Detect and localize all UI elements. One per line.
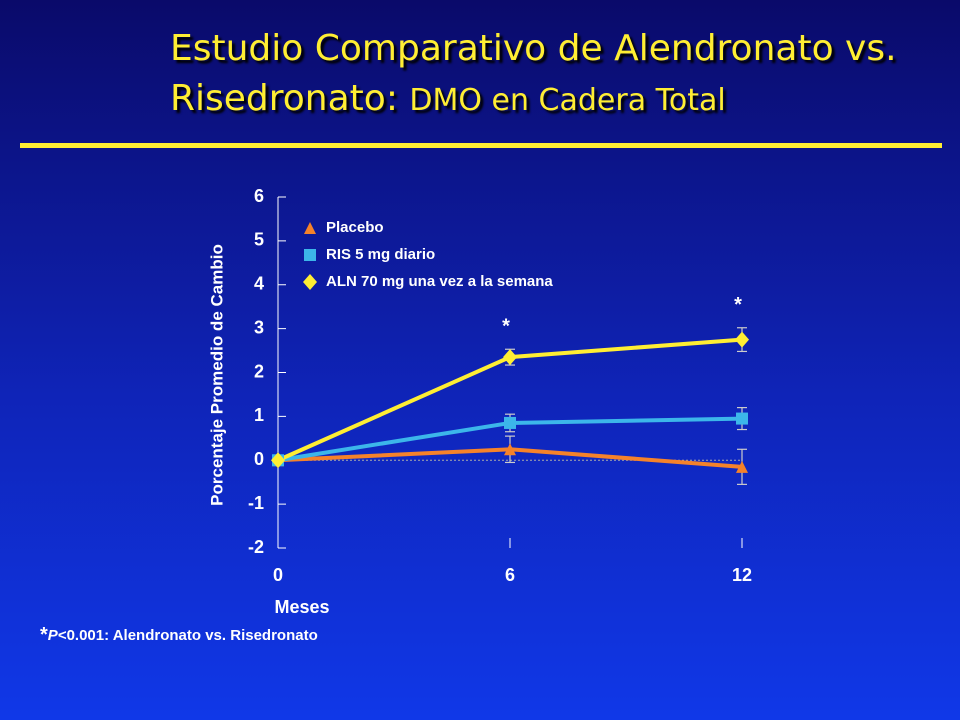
title-part: DMO en Cadera Total	[409, 83, 726, 118]
x-tick-label: 0	[273, 565, 283, 585]
annotation: *	[734, 294, 742, 316]
y-tick-label: 0	[254, 449, 264, 469]
y-tick-label: 4	[254, 274, 264, 294]
y-tick-label: -1	[248, 493, 264, 513]
point	[271, 452, 285, 469]
point	[736, 460, 748, 473]
legend-label: Placebo	[326, 219, 384, 236]
footnote-text: <0.001: Alendronato vs. Risedronato	[58, 627, 318, 644]
y-tick-label: 3	[254, 317, 264, 337]
annotation: *	[502, 316, 510, 338]
title-line: Estudio Comparativo de Alendronato vs.	[170, 28, 897, 69]
legend-label: ALN 70 mg una vez a la semana	[326, 273, 553, 290]
footnote: *P<0.001: Alendronato vs. Risedronato	[40, 624, 318, 646]
point	[504, 416, 516, 429]
title-line: Risedronato: DMO en Cadera Total	[170, 78, 726, 119]
y-tick-label: 2	[254, 361, 264, 381]
x-tick-label: 12	[732, 565, 752, 585]
footnote-marker: *	[40, 624, 48, 646]
y-axis-label: Porcentaje Promedio de Cambio	[207, 244, 226, 506]
y-tick-label: -2	[248, 537, 264, 557]
x-tick-label: 6	[505, 565, 515, 585]
y-tick-label: 1	[254, 405, 264, 425]
legend-label: RIS 5 mg diario	[326, 246, 435, 263]
point	[503, 349, 517, 366]
y-tick-label: 6	[254, 186, 264, 206]
y-tick-label: 5	[254, 230, 264, 250]
legend-marker	[304, 222, 316, 234]
x-axis-label: Meses	[274, 597, 329, 617]
title-part: Risedronato:	[170, 78, 398, 119]
point	[736, 412, 748, 425]
divider	[20, 143, 942, 148]
footnote-p: P	[48, 627, 59, 644]
legend-marker	[304, 249, 316, 261]
point	[504, 443, 516, 456]
legend-marker	[303, 274, 317, 290]
point	[735, 331, 749, 348]
